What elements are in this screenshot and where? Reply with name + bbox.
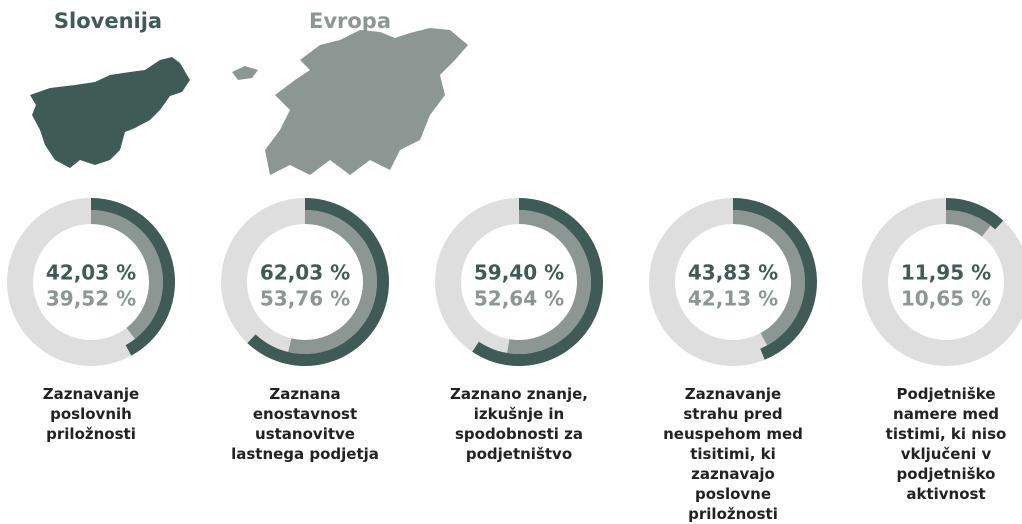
value-label: 52,64 %: [474, 287, 564, 311]
donut-arc: [733, 210, 805, 346]
slovenia-map: [30, 57, 190, 168]
value-label: 43,83 %: [688, 261, 778, 285]
caption: Zaznavanje poslovnih priložnosti: [42, 385, 140, 443]
value-label: 10,65 %: [901, 287, 991, 311]
value-label: 39,52 %: [46, 287, 136, 311]
chart: Slovenija Evropa 42,03 %39,52 % 62,03 %53…: [7, 9, 1022, 366]
caption: Podjetniške namere med tistimi, ki niso …: [885, 385, 1007, 503]
value-label: 62,03 %: [260, 261, 350, 285]
donut-arc: [247, 198, 389, 366]
value-label: 42,13 %: [688, 287, 778, 311]
donut-arc: [91, 210, 163, 339]
legend-label: Slovenija: [54, 9, 162, 33]
caption: Zaznavanje strahu pred neuspehom med tis…: [663, 385, 803, 523]
value-label: 42,03 %: [46, 261, 136, 285]
donut-arc: [946, 210, 991, 237]
donut-arc: [91, 198, 176, 356]
caption: Zaznana enostavnost ustanovitve lastnega…: [231, 385, 379, 463]
donut-arc: [946, 198, 1004, 230]
value-label: 59,40 %: [474, 261, 564, 285]
value-label: 53,76 %: [260, 287, 350, 311]
donut-arc: [733, 198, 818, 360]
donut-arc: [472, 198, 603, 366]
europe-map: [265, 28, 468, 175]
caption: Zaznano znanje, izkušnje in spodobnosti …: [450, 385, 588, 463]
value-label: 11,95 %: [901, 261, 991, 285]
donut-arc: [507, 210, 591, 354]
iceland-map: [232, 66, 258, 80]
donut-arc: [288, 210, 377, 354]
page: Slovenija Evropa 42,03 % 39,52 % 62,03 % 53…: [7, 9, 1022, 523]
legend-label: Evropa: [309, 9, 391, 33]
